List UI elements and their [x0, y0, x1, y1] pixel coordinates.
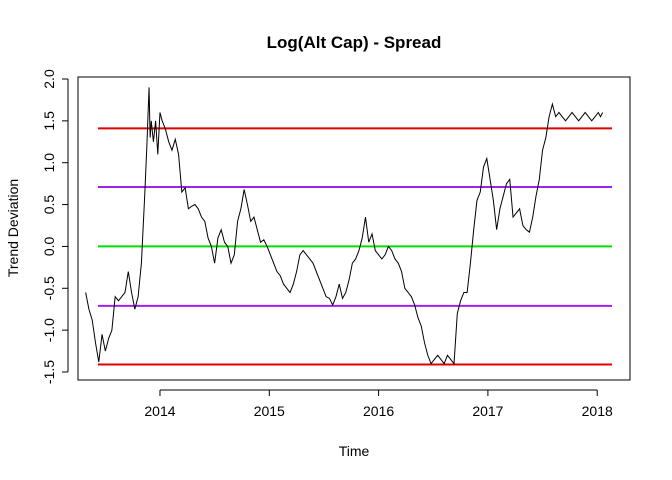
y-tick-label: 0.5	[41, 195, 57, 215]
x-tick-label: 2018	[582, 403, 613, 419]
y-tick-label: 1.5	[41, 111, 57, 131]
y-axis: -1.5 -1.0 -0.5 0.0 0.5 1.0 1.5 2.0	[41, 69, 69, 384]
x-axis-label: Time	[339, 443, 370, 459]
y-tick-label: 1.0	[41, 153, 57, 173]
x-tick-label: 2016	[363, 403, 394, 419]
chart-title: Log(Alt Cap) - Spread	[267, 33, 442, 52]
x-tick-label: 2014	[144, 403, 175, 419]
y-axis-label: Trend Deviation	[5, 179, 21, 277]
y-tick-label: -1.0	[41, 318, 57, 342]
reference-lines	[98, 127, 612, 366]
series-line-0	[85, 87, 604, 365]
plot-frame	[77, 76, 631, 381]
y-tick-label: 2.0	[41, 69, 57, 89]
y-tick-label: 0.0	[41, 236, 57, 256]
y-tick-label: -1.5	[41, 360, 57, 384]
series-layer	[85, 87, 604, 365]
y-tick-label: -0.5	[41, 276, 57, 300]
x-tick-label: 2015	[254, 403, 285, 419]
x-axis: 2014 2015 2016 2017 2018	[144, 389, 613, 419]
x-tick-label: 2017	[472, 403, 503, 419]
